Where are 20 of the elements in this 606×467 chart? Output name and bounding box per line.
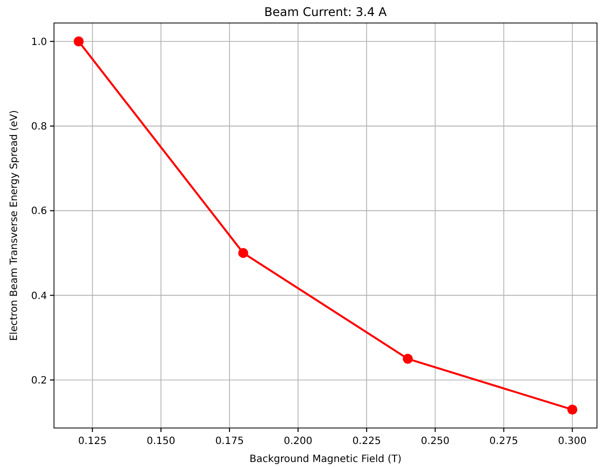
x-tick-label: 0.200 [284, 436, 312, 447]
y-axis-title: Electron Beam Transverse Energy Spread (eV) [9, 110, 20, 341]
y-tick-label: 1.0 [31, 36, 47, 48]
chart-title: Beam Current: 3.4 A [264, 5, 388, 19]
point [402, 354, 413, 364]
x-tick-label: 0.275 [489, 436, 518, 447]
x-tick-label: 0.300 [558, 436, 587, 447]
x-tick-label: 0.150 [146, 436, 176, 447]
x-tick-label: 0.175 [215, 436, 244, 447]
y-tick-label: 0.2 [31, 375, 47, 386]
y-tick-label: 0.6 [31, 206, 47, 218]
x-tick-label: 0.225 [352, 436, 381, 447]
point [74, 36, 84, 46]
y-tick-label: 0.8 [31, 122, 47, 133]
y-tick-label: 0.4 [31, 290, 47, 302]
x-tick-label: 0.250 [420, 436, 450, 447]
x-axis-title: Background Magnetic Field (T) [250, 454, 402, 465]
point [238, 248, 248, 258]
x-tick-label: 0.125 [78, 436, 107, 447]
point [567, 404, 578, 415]
